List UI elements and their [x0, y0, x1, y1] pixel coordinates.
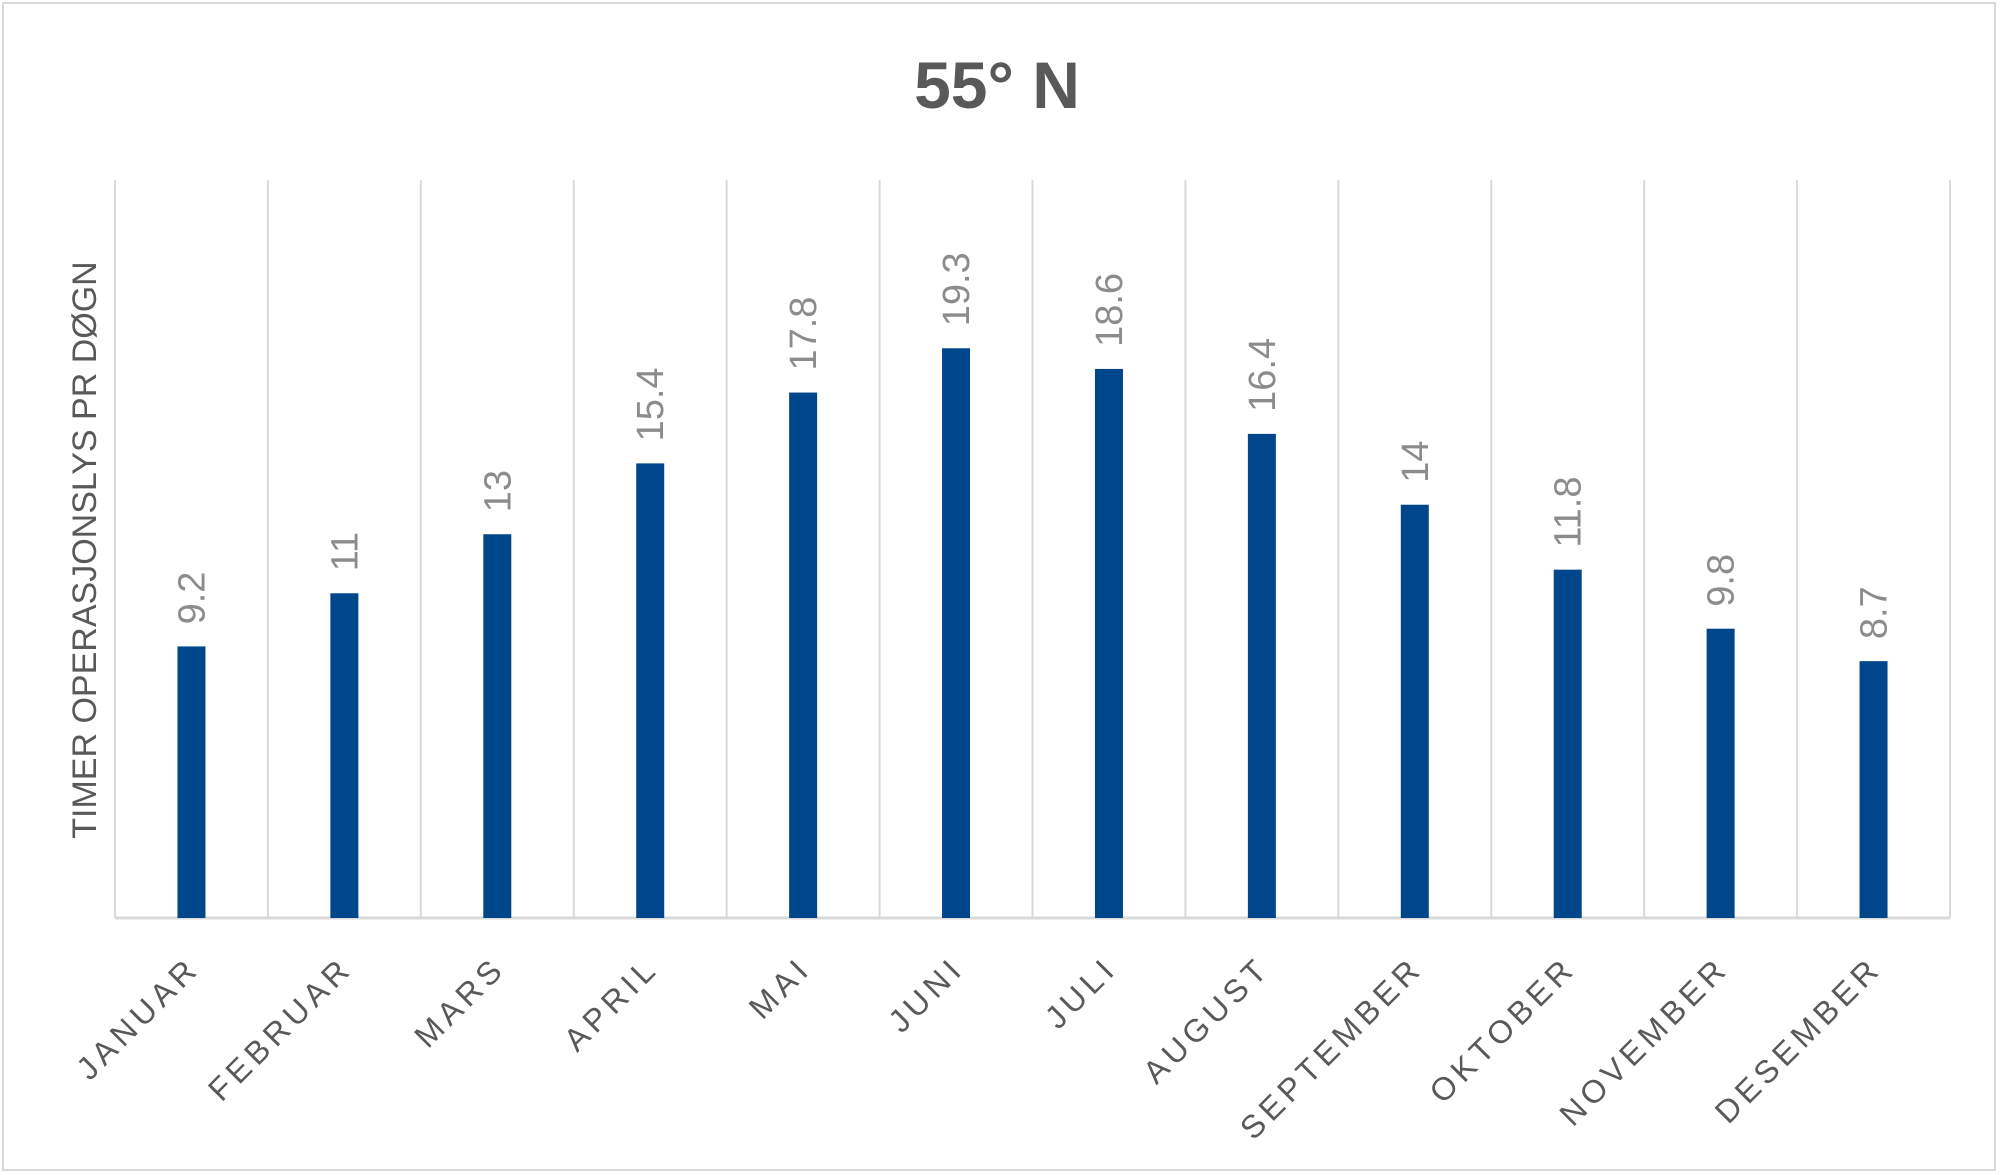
data-label-desember: 8.7 — [1854, 586, 1896, 639]
bar-desember — [1859, 661, 1888, 918]
data-label-mars: 13 — [477, 470, 519, 512]
data-label-mai: 17.8 — [783, 297, 825, 371]
bars — [177, 348, 1888, 919]
data-label-juli: 18.6 — [1089, 273, 1131, 347]
bar-juli — [1094, 368, 1123, 919]
bar-mai — [789, 392, 818, 918]
bar-oktober — [1553, 569, 1582, 918]
bar-juni — [942, 348, 971, 918]
data-label-november: 9.8 — [1701, 554, 1743, 607]
data-label-august: 16.4 — [1242, 338, 1284, 412]
x-tick-mai: MAI — [742, 949, 818, 1025]
data-label-september: 14 — [1395, 440, 1437, 482]
chart-title: 55° N — [914, 48, 1080, 122]
data-label-oktober: 11.8 — [1548, 477, 1590, 548]
x-tick-desember: DESEMBER — [1708, 949, 1889, 1130]
gridlines — [114, 180, 1951, 920]
data-label-april: 15.4 — [630, 367, 672, 441]
bar-mars — [483, 534, 512, 918]
bar-januar — [177, 646, 206, 918]
x-tick-august: AUGUST — [1136, 949, 1277, 1090]
data-label-juni: 19.3 — [936, 252, 978, 326]
x-tick-oktober: OKTOBER — [1422, 949, 1582, 1109]
bar-november — [1706, 628, 1735, 918]
x-tick-juli: JULI — [1038, 949, 1124, 1035]
bar-august — [1247, 433, 1276, 918]
x-tick-april: APRIL — [557, 949, 666, 1058]
bar-september — [1400, 504, 1429, 918]
y-axis-title: TIMER OPERASJONSLYS PR DØGN — [66, 261, 104, 838]
x-tick-juni: JUNI — [881, 949, 971, 1039]
x-tick-januar: JANUAR — [69, 949, 206, 1086]
bar-februar — [330, 593, 359, 918]
data-label-februar: 11 — [324, 532, 366, 571]
x-tick-februar: FEBRUAR — [201, 949, 359, 1107]
bar-april — [636, 463, 665, 918]
x-tick-mars: MARS — [407, 949, 512, 1054]
data-label-januar: 9.2 — [171, 572, 213, 625]
data-labels: 9.2 11 13 15.4 17.8 19.3 18.6 16.4 14 11.8 9.8 8.7 — [171, 252, 1895, 639]
